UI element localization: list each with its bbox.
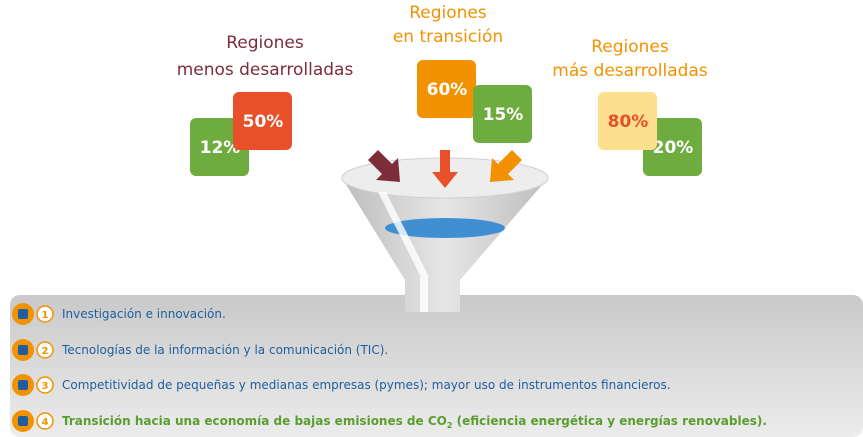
percent-box: [598, 92, 657, 150]
arrows: [368, 150, 522, 188]
item-number: 2: [42, 346, 49, 357]
group-title: más desarrolladas: [552, 61, 708, 81]
item-text-part: (eficiencia energética y energías renova…: [452, 414, 766, 428]
group-title: Regiones: [591, 37, 669, 57]
percent-label: 50%: [243, 112, 284, 132]
percent-box: [473, 85, 532, 143]
group-title: menos desarrolladas: [177, 60, 354, 80]
item-text: Transición hacia una economía de bajas e…: [62, 414, 767, 431]
item-number-badge: [36, 341, 54, 359]
item-text-part: Competitividad de pequeñas y medianas em…: [62, 378, 671, 392]
percent-label: 15%: [483, 105, 524, 125]
percent-box: [417, 60, 476, 118]
percent-label: 20%: [653, 138, 694, 158]
item-number: 1: [42, 310, 49, 321]
item-number-badge: [36, 376, 54, 394]
percent-label: 12%: [200, 138, 241, 158]
item-number-badge: [36, 412, 54, 430]
item-number: 4: [42, 417, 49, 428]
group-title: Regiones: [226, 33, 304, 53]
percent-box: [643, 118, 702, 176]
group-title: Regiones: [409, 3, 487, 23]
percent-label: 80%: [608, 112, 649, 132]
item-icon-glyph: [18, 309, 28, 319]
group-title: en transición: [393, 27, 503, 47]
item-text: Investigación e innovación.: [62, 307, 226, 321]
item-number-badge: [36, 305, 54, 323]
item-icon-glyph: [18, 380, 28, 390]
item-icon-glyph: [18, 345, 28, 355]
item-text-part: Transición hacia una economía de bajas e…: [62, 414, 447, 428]
item-number: 3: [42, 381, 49, 392]
item-text-part: 2: [447, 421, 453, 430]
percent-box: [233, 92, 292, 150]
item-text: Tecnologías de la información y la comun…: [61, 343, 388, 357]
item-icon-glyph: [18, 416, 28, 426]
item-text: Competitividad de pequeñas y medianas em…: [62, 378, 671, 392]
item-text-part: Investigación e innovación.: [62, 307, 226, 321]
percent-label: 60%: [427, 80, 468, 100]
panel: [10, 295, 863, 437]
item-text-part: Tecnologías de la información y la comun…: [61, 343, 388, 357]
